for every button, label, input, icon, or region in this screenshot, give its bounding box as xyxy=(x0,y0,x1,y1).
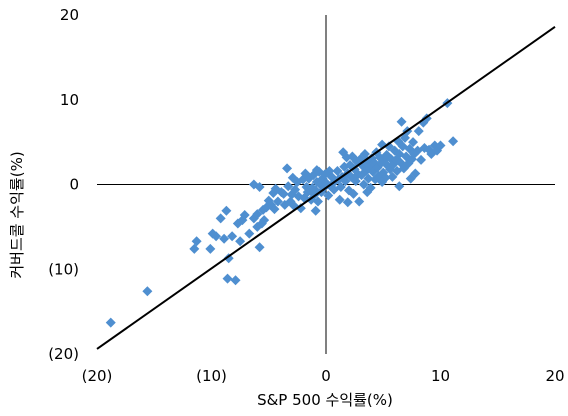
data-point xyxy=(254,182,265,193)
data-point xyxy=(283,181,294,192)
data-point xyxy=(272,196,283,207)
data-point xyxy=(189,243,200,254)
data-point xyxy=(358,179,369,190)
data-point xyxy=(223,253,234,264)
data-point xyxy=(396,116,407,127)
data-point xyxy=(416,154,427,165)
y-tick-label: 0 xyxy=(69,176,79,194)
y-tick-label: 20 xyxy=(60,6,79,24)
data-point xyxy=(310,205,321,216)
x-axis-title: S&P 500 수익률(%) xyxy=(257,391,393,409)
data-point xyxy=(348,188,359,199)
x-tick-labels: (20) (10) 0 10 20 xyxy=(82,367,565,385)
regression-line-layer xyxy=(96,26,556,350)
data-point xyxy=(215,213,226,224)
data-point xyxy=(323,190,334,201)
data-point xyxy=(254,242,265,253)
data-point xyxy=(282,163,293,174)
data-point xyxy=(435,140,446,151)
data-point xyxy=(409,148,420,159)
data-point xyxy=(191,236,202,247)
data-point xyxy=(256,218,267,229)
data-point xyxy=(448,136,459,147)
data-point xyxy=(221,205,232,216)
y-tick-label: (10) xyxy=(48,260,79,278)
data-point xyxy=(408,137,419,148)
data-point xyxy=(105,317,116,328)
y-tick-label: 10 xyxy=(60,91,79,109)
data-point xyxy=(211,231,222,242)
data-point xyxy=(278,188,289,199)
data-point xyxy=(312,196,323,207)
data-point xyxy=(394,181,405,192)
data-point xyxy=(290,184,301,195)
data-point xyxy=(354,196,365,207)
data-point xyxy=(287,172,298,183)
data-point xyxy=(239,210,250,221)
x-tick-label: (20) xyxy=(82,367,113,385)
data-point xyxy=(222,273,233,284)
data-point xyxy=(244,228,255,239)
data-point xyxy=(363,173,374,184)
data-point xyxy=(227,231,238,242)
data-point xyxy=(205,243,216,254)
x-tick-label: (10) xyxy=(196,367,227,385)
y-tick-labels: (20) (10) 0 10 20 xyxy=(48,6,79,363)
data-point xyxy=(269,204,280,215)
data-point xyxy=(335,182,346,193)
regression-line xyxy=(96,26,556,350)
data-point xyxy=(230,275,241,286)
data-point xyxy=(413,126,424,137)
data-point xyxy=(300,168,311,179)
data-point xyxy=(387,171,398,182)
data-point xyxy=(142,286,153,297)
data-point xyxy=(362,187,373,198)
y-tick-label: (20) xyxy=(48,345,79,363)
data-point xyxy=(342,197,353,208)
data-points xyxy=(105,98,459,328)
data-point xyxy=(219,233,230,244)
data-point xyxy=(332,165,343,176)
data-point xyxy=(410,168,421,179)
x-tick-label: 20 xyxy=(545,367,564,385)
y-axis-title: 커버드콜 수익률(%) xyxy=(8,151,26,278)
data-point xyxy=(334,194,345,205)
data-point xyxy=(377,176,388,187)
data-point xyxy=(235,236,246,247)
x-tick-label: 10 xyxy=(431,367,450,385)
x-tick-label: 0 xyxy=(321,367,331,385)
data-point xyxy=(311,165,322,176)
